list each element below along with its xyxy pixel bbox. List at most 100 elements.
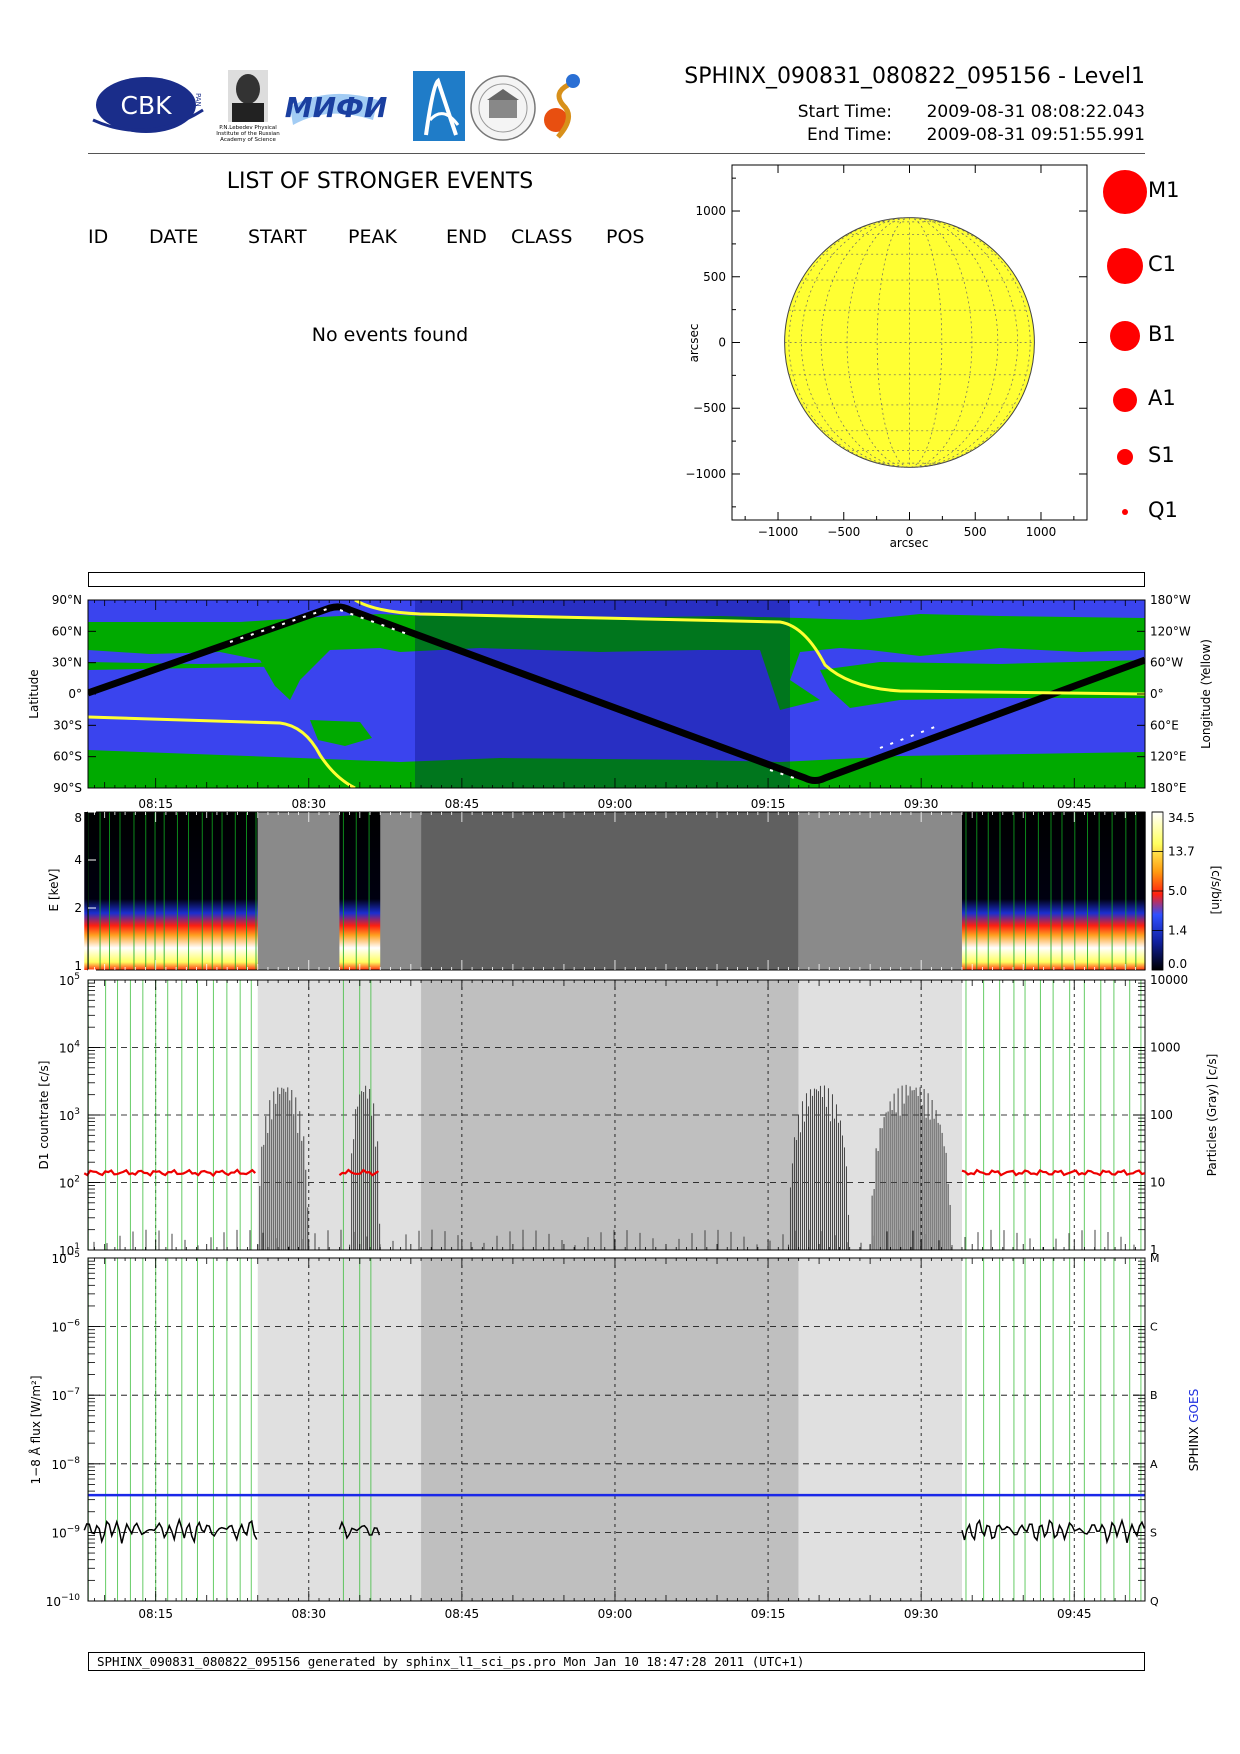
- shaded-interval: [421, 1258, 799, 1601]
- col-date: DATE: [149, 226, 199, 248]
- flux-ylabel: 1−8 Å flux [W/m²]: [28, 1375, 43, 1484]
- time-bar-strip: [88, 572, 1145, 587]
- col-id: ID: [88, 226, 109, 248]
- legend-b1: B1: [1148, 322, 1176, 346]
- colorbar-tick-label: 13.7: [1168, 845, 1195, 859]
- countrate-series-segment: [961, 1168, 1146, 1177]
- orbit-shaded-region: [415, 600, 790, 788]
- sun-xtick-label: 0: [906, 525, 914, 539]
- countrate-left-tick-label: 105: [59, 972, 80, 988]
- shaded-interval: [798, 1258, 962, 1601]
- start-time-label: Start Time:: [797, 102, 892, 122]
- lat-tick-label: 90°N: [52, 593, 82, 607]
- spectrogram-shaded-interval: [421, 812, 799, 970]
- time-label-orbit: 08:45: [445, 797, 480, 811]
- lon-tick-label: 120°W: [1150, 624, 1191, 638]
- lon-tick-label: 0°: [1150, 687, 1164, 701]
- flux-class-tick-label: B: [1150, 1389, 1158, 1402]
- sun-grid-lon: [909, 217, 943, 468]
- time-label-flux: 08:45: [445, 1607, 480, 1621]
- countrate-left-tick-label: 102: [59, 1175, 80, 1191]
- flux-class-tick-label: C: [1150, 1321, 1158, 1334]
- flux-class-tick-label: A: [1150, 1458, 1158, 1471]
- sun-map-ylabel: arcsec: [687, 324, 701, 363]
- header-divider: [88, 153, 1145, 154]
- colorbar-label: [c/s/bin]: [1209, 866, 1223, 915]
- sphinx-flux-segment: [83, 1517, 258, 1545]
- lat-tick-label: 90°S: [53, 781, 82, 795]
- svg-text:Institute of the Russian: Institute of the Russian: [216, 131, 280, 137]
- legend-s1: S1: [1148, 443, 1175, 467]
- orbit-axis: 90°N 60°N 30°N 0° 30°S 60°S 90°S 180°W 120°W 60°W…: [52, 593, 1191, 795]
- spectrogram-regions: [84, 812, 1146, 970]
- countrate-right-tick-label: 10000: [1150, 973, 1188, 987]
- time-label-orbit: 09:30: [904, 797, 939, 811]
- cbk-logo: CBK PAN: [92, 77, 204, 133]
- flux-grid: [88, 1258, 1145, 1601]
- orbit-ylabel-right: Longitude (Yellow): [1199, 639, 1213, 749]
- legend-dot-m1: [1103, 170, 1147, 214]
- lon-tick-label: 60°E: [1150, 718, 1179, 732]
- cbk-logo-text: CBK: [120, 91, 172, 120]
- colorbar-tick-label: 34.5: [1168, 811, 1195, 825]
- cbk-logo-pan: PAN: [194, 93, 202, 107]
- legend-c1: C1: [1148, 252, 1177, 276]
- time-label-flux: 09:30: [904, 1607, 939, 1621]
- spectrogram-data-interval: [961, 812, 1146, 970]
- flux-panel: 10−5 10−6 10−7 10−8 10−9 10−10 M C B A S Q 1−8 Å fl…: [28, 1250, 1201, 1609]
- orbit-map: [88, 600, 1145, 788]
- sun-xtick-label: −1000: [758, 525, 799, 539]
- legend-dot-s1: [1117, 449, 1133, 465]
- countrate-right-tick-label: 1: [1150, 1243, 1158, 1257]
- legend-q1: Q1: [1148, 498, 1178, 522]
- lat-tick-label: 0°: [68, 687, 82, 701]
- sun-ytick-label: −500: [693, 401, 726, 415]
- svg-text:Academy of Science: Academy of Science: [220, 137, 276, 143]
- flux-ylabel-goes: GOES: [1187, 1389, 1201, 1423]
- sphinx-flux-segment: [961, 1518, 1146, 1545]
- sphinx-flux-series: [83, 1517, 1146, 1545]
- flux-class-tick-label: M: [1150, 1252, 1160, 1265]
- colorbar-tick-label: 1.4: [1168, 924, 1187, 938]
- sun-map-chart: −1000 −500 0 500 1000 1000 500 0 −500 −1000 arcse…: [685, 164, 1088, 550]
- spectrogram-frame: [87, 811, 1146, 971]
- sphinx-flux-segment: [338, 1520, 381, 1540]
- countrate-series-segment: [338, 1168, 380, 1177]
- longitude-track-2: [88, 715, 356, 788]
- time-label-orbit: 09:15: [751, 797, 786, 811]
- end-time-value: 2009-08-31 09:51:55.991: [926, 125, 1145, 145]
- footer-credit: SPHINX_090831_080822_095156 generated by…: [88, 1652, 1145, 1671]
- svg-text:P.N.Lebedev Physical: P.N.Lebedev Physical: [219, 125, 277, 131]
- lon-tick-label: 120°E: [1150, 750, 1187, 764]
- time-label-orbit: 09:45: [1057, 797, 1092, 811]
- time-label-orbit: 09:00: [598, 797, 633, 811]
- shaded-interval: [257, 980, 422, 1250]
- countrate-ylabel: D1 countrate [c/s]: [37, 1061, 51, 1170]
- sun-ytick-label: 1000: [695, 204, 726, 218]
- lat-tick-label: 60°N: [52, 624, 82, 638]
- colorbar-ticks: 34.5 13.7 5.0 1.4 0.0: [1152, 811, 1195, 971]
- sun-xtick-label: 1000: [1026, 525, 1057, 539]
- lat-tick-label: 30°S: [53, 718, 82, 732]
- mifi-logo: МИФИ: [285, 91, 387, 125]
- page-title: SPHINX_090831_080822_095156 - Level1: [684, 64, 1145, 89]
- time-series-panels: 90°N 60°N 30°N 0° 30°S 60°S 90°S 180°W 120°W 60°W…: [27, 593, 1223, 1621]
- svg-text:SPHINX GOES: SPHINX GOES: [1187, 1389, 1201, 1471]
- sun-map-xlabel: arcsec: [890, 536, 929, 550]
- spectrogram-data-interval: [84, 812, 258, 970]
- lon-tick-label: 180°W: [1150, 593, 1191, 607]
- orbit-ylabel: Latitude: [27, 669, 41, 718]
- lebedev-logo: P.N.Lebedev Physical Institute of the Ru…: [216, 70, 280, 143]
- time-axis-labels: 08:15 08:15 08:30 08:30 08:45 08:45 09:00 09:00…: [94, 600, 1136, 1621]
- sun-map-ticks: −1000 −500 0 500 1000 1000 500 0 −500 −1000: [685, 165, 1087, 539]
- sun-disk-circle: [784, 217, 1035, 468]
- energy-tick-label: 8: [74, 811, 82, 825]
- legend-dot-b1: [1110, 321, 1140, 351]
- logo-strip: CBK PAN P.N.Lebedev Physical Institute o…: [92, 70, 580, 143]
- flux-left-tick-label: 10−9: [51, 1524, 80, 1540]
- time-label-orbit: 08:15: [138, 797, 173, 811]
- lon-tick-label: 180°E: [1150, 781, 1187, 795]
- orbit-land-north: [88, 614, 1145, 710]
